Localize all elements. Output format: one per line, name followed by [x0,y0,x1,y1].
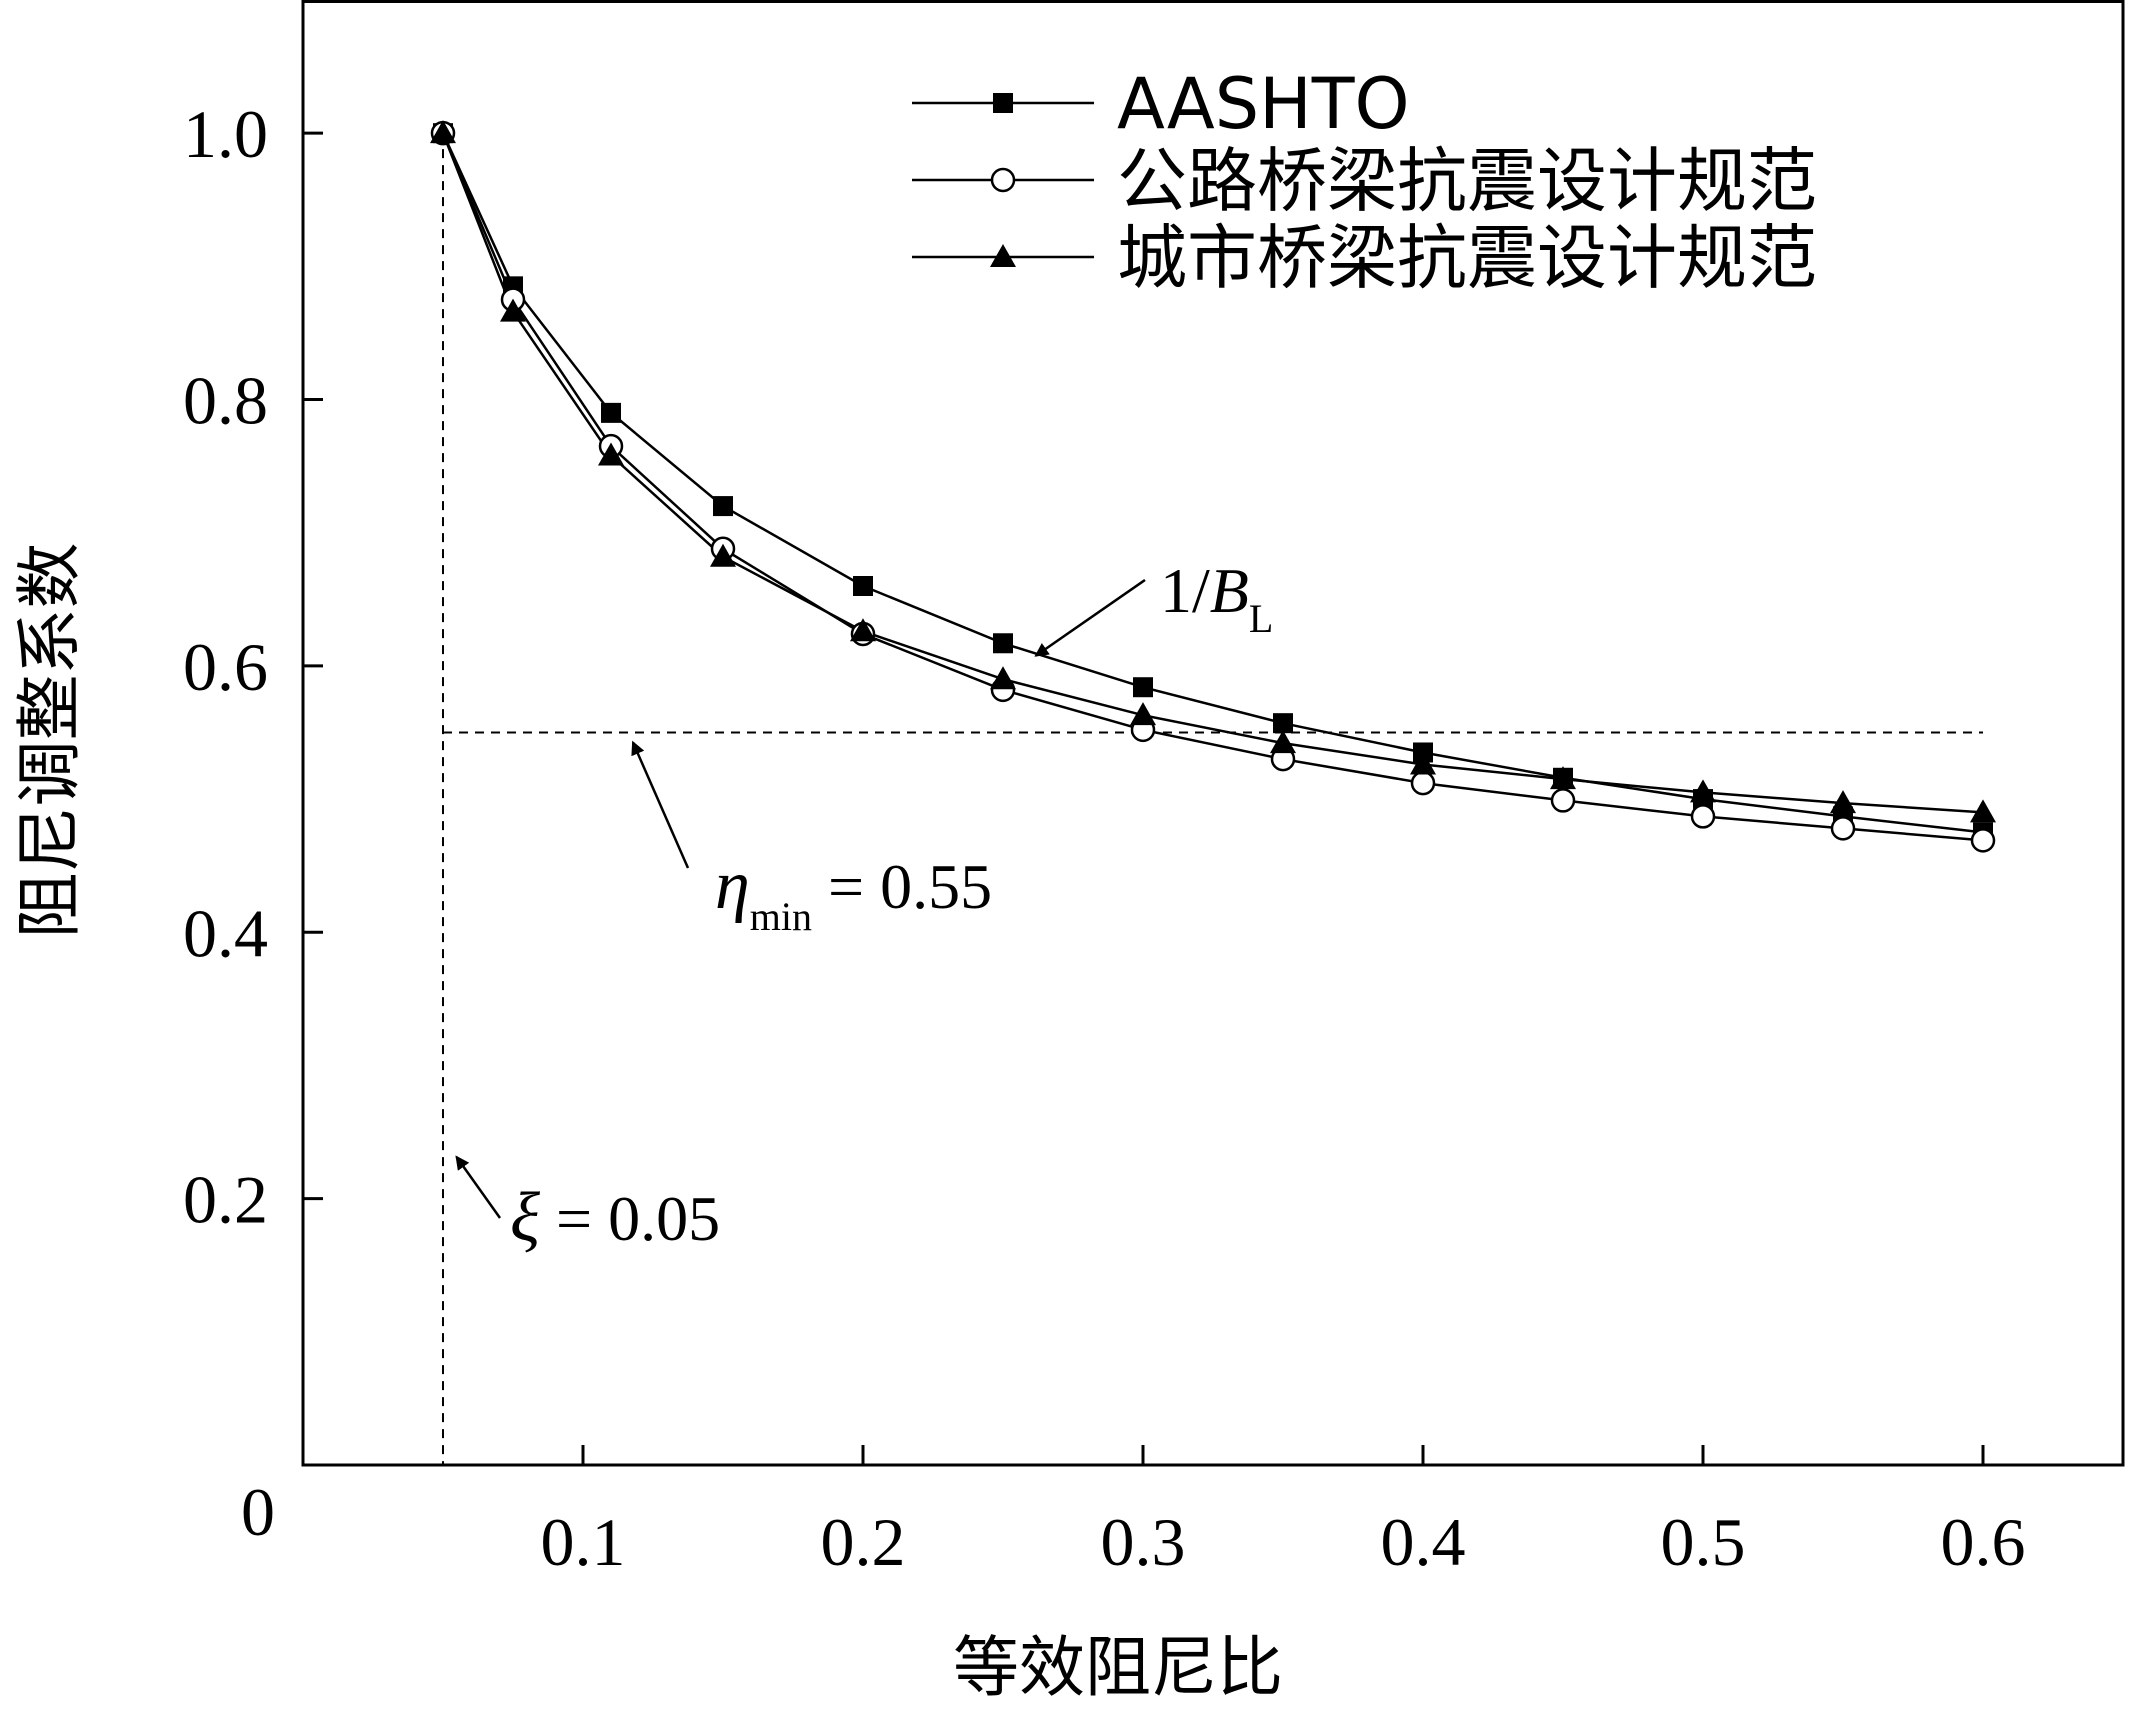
reference-lines [442,133,1983,1465]
axis-ticks [303,131,1985,1465]
series-1-point [993,633,1013,654]
series-1-point [853,576,873,596]
series-2-point [1830,816,1856,841]
series-1-point [1273,713,1293,734]
annotation-arrow [1034,578,1146,657]
series-1-point [713,496,733,517]
tick-labels: 0.1 0.2 0.3 0.4 0.5 0.6 0.2 0.4 0.6 0.8 1.0 [183,96,2026,1580]
series-3-point [710,543,736,567]
series-2-point [1410,770,1436,796]
y-tick-label: 0.6 [183,629,268,705]
series-3-point [598,442,624,466]
y-tick-label: 0.8 [183,363,268,439]
y-tick-label: 0.4 [183,895,268,971]
series-3-point [430,120,456,144]
y-tick-label: 1.0 [183,96,268,172]
x-tick-label: 0.1 [541,1504,626,1580]
legend-marker [990,167,1016,193]
series-3-point [990,666,1016,690]
legend-label: 城市桥梁抗震设计规范 [1117,217,1817,299]
series-1-point [601,402,621,423]
x-tick-label: 0.5 [1661,1504,1746,1580]
series-3-point [1550,766,1576,790]
x-tick-label: 0.4 [1381,1504,1466,1580]
series-3-point [1830,790,1856,814]
x-tick-label: 0.6 [1941,1504,2026,1580]
legend-label: AASHTO [1117,63,1410,145]
series-markers [430,120,1996,853]
origin-label: 0 [241,1474,275,1550]
annotation-bl: 1/BL [1160,555,1273,641]
series-3-point [1690,779,1716,803]
annotation-xi: ξ = 0.05 [510,1179,720,1256]
annotation-eta: ηmin = 0.55 [715,847,992,939]
series-3-point [1410,751,1436,775]
series-3-point [1270,730,1296,754]
series-3-point [850,618,876,642]
x-axis-title: 等效阻尼比 [953,1629,1283,1706]
annotation-arrow [455,1155,502,1219]
legend-marker [993,93,1013,113]
legend-label: 公路桥梁抗震设计规范 [1117,140,1817,222]
series-3-point [500,298,526,322]
plot-frame [301,0,2125,1467]
series-2-point [1550,788,1576,813]
legend-marker [990,244,1016,267]
y-axis-title: 阻尼调整系数 [11,543,88,939]
x-tick-label: 0.3 [1101,1504,1186,1580]
y-tick-label: 0.2 [183,1162,268,1238]
series-2-point [1690,804,1716,829]
annotations: 1/BL ηmin = 0.55 ξ = 0.05 [455,555,1273,1256]
annotation-arrow [631,740,690,869]
x-tick-label: 0.2 [821,1504,906,1580]
series-2-point [1970,828,1996,853]
series-1-point [1133,677,1153,698]
series-3-point [1130,702,1156,726]
series-3-point [1970,799,1996,823]
